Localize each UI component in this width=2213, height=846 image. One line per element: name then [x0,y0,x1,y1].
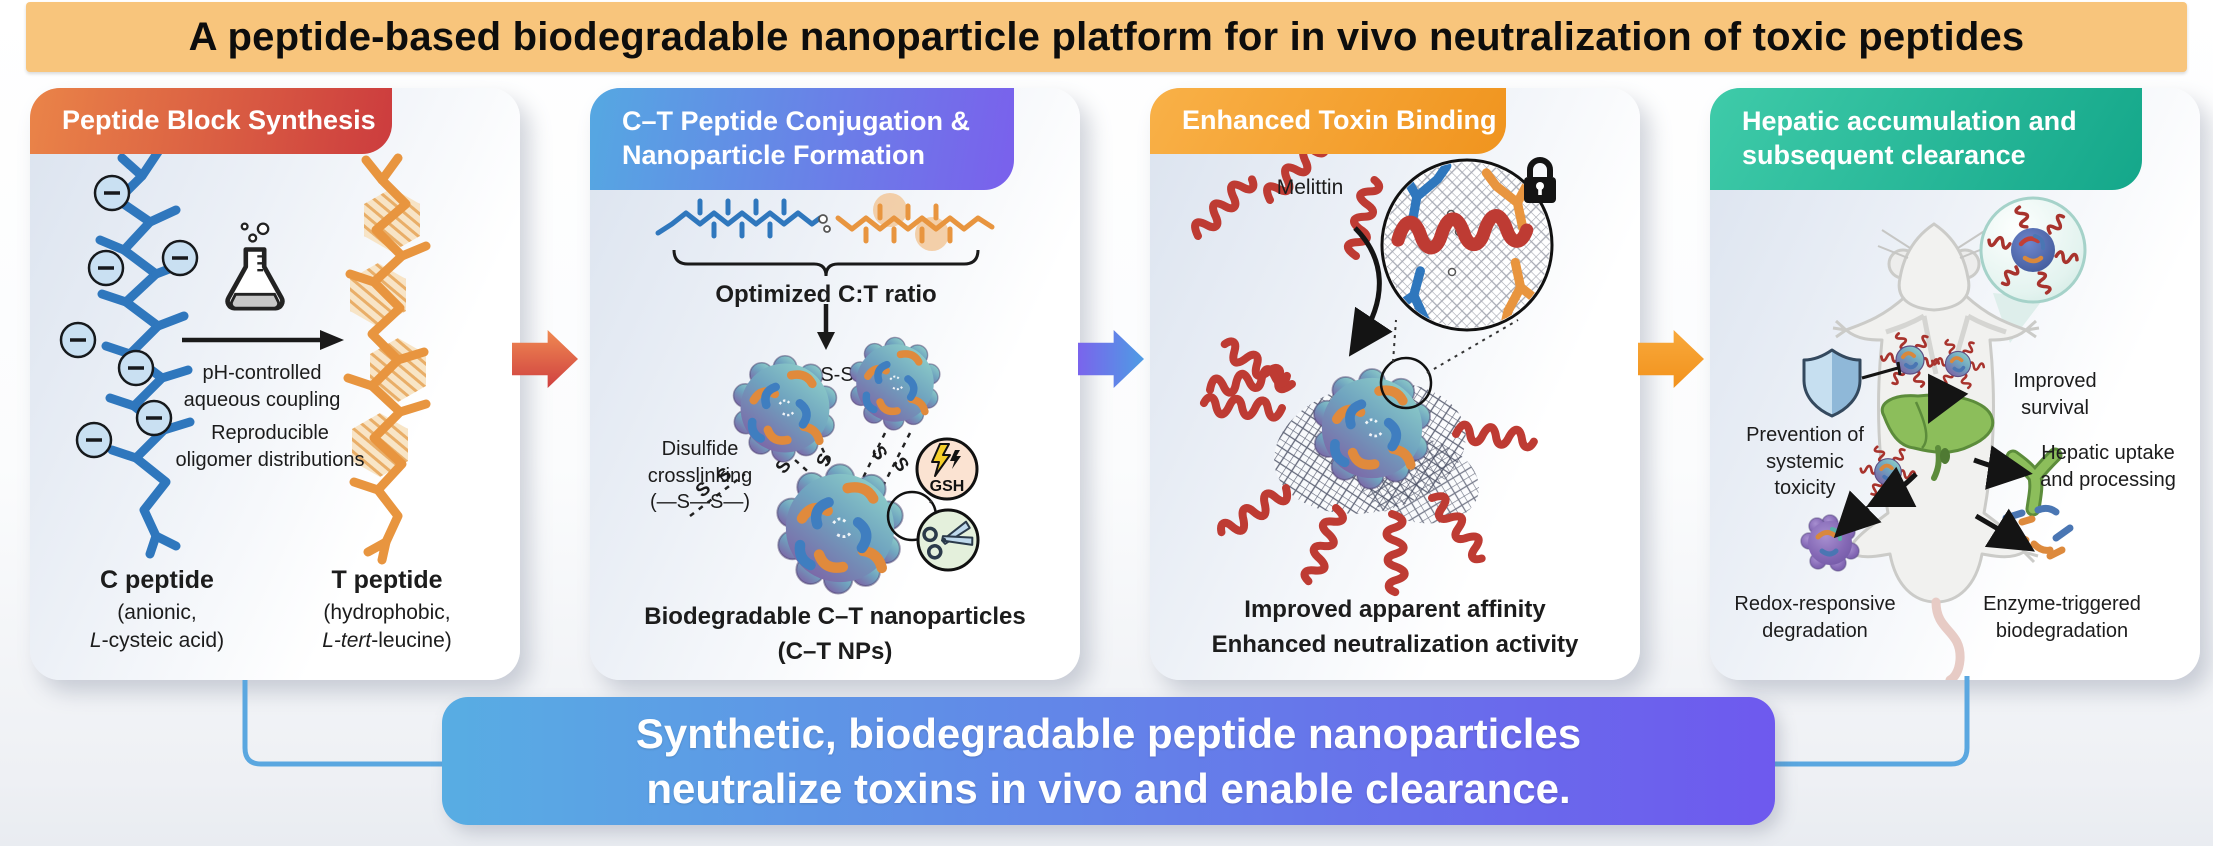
panel2-caption: Biodegradable C–T nanoparticles (C–T NPs) [644,603,1026,665]
panel4-header: Hepatic accumulation and subsequent clear… [1710,88,2142,190]
svg-text:S: S [866,443,891,464]
binding-arrow [1348,226,1393,357]
footer-line2: neutralize toxins in vivo and enable cle… [646,765,1571,812]
title-banner: A peptide-based biodegradable nanopartic… [26,2,2187,72]
mouse-illustration [1832,222,2040,680]
lock-icon [1524,157,1556,203]
scissors-icon [916,508,980,572]
panel-peptide-block-synthesis: Peptide Block Synthesis pH-controlled aqu… [30,88,520,680]
c-peptide-label: C peptide (anionic, L-cysteic acid) [89,566,225,653]
enzyme-label: Enzyme-triggered biodegradation [1983,593,2141,642]
footer-banner: Synthetic, biodegradable peptide nanopar… [442,697,1775,825]
down-arrow-icon [817,304,835,350]
t-peptide-label: T peptide (hydrophobic, L-tert-leucine) [322,566,452,653]
flow-arrow-2 [1078,330,1144,388]
svg-text:S: S [888,454,912,476]
nanoparticle-bubble-inset [1979,196,2087,304]
zoom-circle [1379,356,1433,410]
reproducible-label: Reproducible oligomer distributions [175,422,365,471]
disulfide-label: Disulfide crosslinking (—S—S—) [647,438,753,514]
reaction-arrow-icon [182,330,344,350]
flow-arrow-1 [512,330,578,388]
svg-text:GSH: GSH [930,478,965,495]
panel3-header: Enhanced Toxin Binding [1150,88,1506,154]
flow-arrows [1833,373,2035,552]
panel4-illustration [1800,196,2087,680]
gsh-lightning-icon: GSH [915,437,979,501]
nanoparticle-large [777,464,902,593]
whiskers [1877,229,1991,259]
coupling-label: pH-controlled aqueous coupling [183,362,341,411]
ratio-label: Optimized C:T ratio [715,281,937,308]
hepatic-label: Hepatic uptake and processing [2040,442,2176,491]
footer-line1: Synthetic, biodegradable peptide nanopar… [635,709,1582,757]
minus-charge-icons [59,174,199,459]
binding-site-inset [1380,157,1556,332]
page-title: A peptide-based biodegradable nanopartic… [188,14,2025,59]
survival-label: Improved survival [2013,370,2097,419]
flow-arrow-3 [1638,330,1704,388]
melittin-label: Melittin [1276,176,1344,199]
panel2-header: C–T Peptide Conjugation & Nanoparticle Fo… [590,88,1014,190]
ss-link-label: -S-S- [814,364,861,386]
curly-brace [672,249,980,277]
panel1-header: Peptide Block Synthesis [30,88,392,154]
inhibition-line [1861,361,1902,380]
tail [1931,597,1965,680]
prevention-label: Prevention of systemic toxicity [1746,424,1864,500]
panel-hepatic-clearance: Hepatic accumulation and subsequent clear… [1710,88,2200,680]
redox-label: Redox-responsive degradation [1734,593,1896,642]
panel1-illustration [59,147,431,565]
panel-enhanced-toxin-binding: Enhanced Toxin Binding Melittin Improved… [1150,88,1640,680]
panel-conjugation-formation: S S S S S S -S-S- [590,88,1080,680]
panel3-illustration [1150,88,1556,680]
nanoparticle-small-right [850,337,940,429]
t-peptide-chain-illustration [343,153,431,565]
panel3-caption: Improved apparent affinity Enhanced neutr… [1211,596,1579,658]
panel2-illustration: S S S S S S -S-S- [655,193,995,680]
disulfide-links [689,432,912,517]
ct-conjugate-chain-illustration [655,193,995,277]
shield-icon [1802,348,1862,418]
flask-icon [225,222,285,311]
